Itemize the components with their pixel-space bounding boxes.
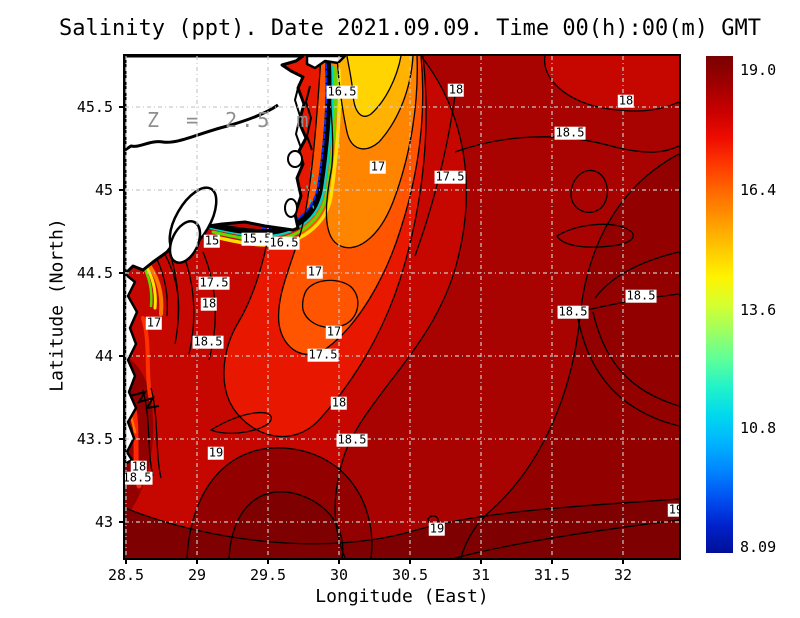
salinity-field	[125, 56, 679, 558]
contour-label: 16.5	[268, 235, 300, 250]
colorbar-tick-label: 10.8	[740, 419, 777, 437]
x-tick-label: 30.5	[391, 566, 429, 584]
x-axis-title: Longitude (East)	[315, 586, 489, 607]
y-tick-label: 44	[94, 347, 113, 365]
x-tick-mark	[480, 558, 482, 564]
y-tick-label: 43.5	[76, 430, 113, 448]
x-tick-label: 29	[187, 566, 207, 584]
colorbar-tick-label: 16.4	[740, 181, 777, 199]
colorbar-gradient	[706, 56, 733, 553]
y-tick-label: 45.5	[76, 98, 113, 116]
x-tick-mark	[551, 558, 553, 564]
contour-label: 19	[667, 504, 679, 517]
delta-coast	[129, 390, 160, 410]
coastline	[125, 56, 308, 276]
x-tick-label: 30	[329, 566, 349, 584]
x-tick-mark	[196, 558, 198, 564]
contour-label: 18	[447, 82, 465, 97]
x-tick-label: 31.5	[533, 566, 571, 584]
colorbar-tick-label: 13.6	[740, 301, 777, 319]
colorbar-labels: 19.0 16.4 13.6 10.8 8.09	[740, 56, 800, 556]
y-axis-title: Latitude (North)	[46, 218, 68, 392]
coastal-bay	[284, 198, 298, 218]
y-tick-mark	[119, 521, 125, 523]
contour-label: 18	[617, 93, 635, 108]
contour-label: 18.5	[557, 304, 589, 319]
x-tick-mark	[409, 558, 411, 564]
land	[125, 56, 347, 466]
x-tick-label: 28.5	[107, 566, 145, 584]
y-tick-mark	[119, 106, 125, 108]
contour-label: 18.5	[123, 470, 153, 485]
y-axis: 45.5 45 44.5 44 43.5 43	[0, 56, 125, 558]
contour-label: 17	[145, 315, 163, 330]
contour-label: 15.5	[241, 231, 273, 246]
x-tick-label: 29.5	[249, 566, 287, 584]
estuary-bank	[293, 83, 302, 149]
inland-bay-line	[125, 103, 279, 152]
gridlines	[125, 56, 679, 558]
contour-label: 18	[200, 296, 218, 311]
contour-label: 17	[325, 324, 343, 339]
contour-label: 18	[330, 395, 348, 410]
x-axis: 28.5 29 29.5 30 30.5 31 31.5 32	[108, 558, 679, 598]
y-tick-label: 43	[94, 513, 113, 531]
y-tick-mark	[119, 355, 125, 357]
x-tick-label: 32	[613, 566, 633, 584]
contour-lines	[125, 56, 679, 558]
plot-area: Z = 2.5 m 16.5 18 18 18.5 17 17.5 15 15.5 16.5 17…	[123, 54, 681, 560]
y-tick-mark	[119, 272, 125, 274]
estuary-bank	[304, 85, 313, 151]
contour-label: 17.5	[307, 347, 339, 362]
y-tick-mark	[119, 438, 125, 440]
contour-label: 18.5	[192, 334, 224, 349]
contour-label: 17	[306, 264, 324, 279]
chart-title: Salinity (ppt). Date 2021.09.09. Time 00…	[59, 16, 761, 41]
contour-label: 17.5	[198, 275, 230, 290]
contour-label: 19	[428, 521, 446, 536]
y-tick-mark	[119, 189, 125, 191]
colorbar	[706, 56, 733, 553]
contour-labels: 16.5 18 18 18.5 17 17.5 15 15.5 16.5 17 17.5 18 18.5…	[125, 56, 679, 558]
y-tick-label: 45	[94, 181, 113, 199]
contour-label: 19	[207, 445, 225, 460]
x-tick-mark	[622, 558, 624, 564]
map-svg	[125, 56, 679, 558]
contour-label: 18.5	[336, 432, 368, 447]
contour-label: 17	[369, 159, 387, 174]
contour-label: 16.5	[326, 84, 358, 99]
contour-label: 18.5	[554, 125, 586, 140]
depth-annotation: Z = 2.5 m	[147, 108, 313, 132]
contour-label: 18	[130, 459, 148, 474]
coastal-bay	[287, 150, 303, 168]
contour-label: 17.5	[434, 169, 466, 184]
contour-label: 15	[203, 233, 221, 248]
colorbar-tick-label: 8.09	[740, 538, 777, 556]
x-tick-label: 31	[471, 566, 491, 584]
x-tick-mark	[267, 558, 269, 564]
colorbar-tick-label: 19.0	[740, 61, 777, 79]
x-tick-mark	[338, 558, 340, 564]
contour-label: 18.5	[625, 288, 657, 303]
x-tick-mark	[125, 558, 127, 564]
y-tick-label: 44.5	[76, 264, 113, 282]
lagoon	[168, 220, 202, 264]
